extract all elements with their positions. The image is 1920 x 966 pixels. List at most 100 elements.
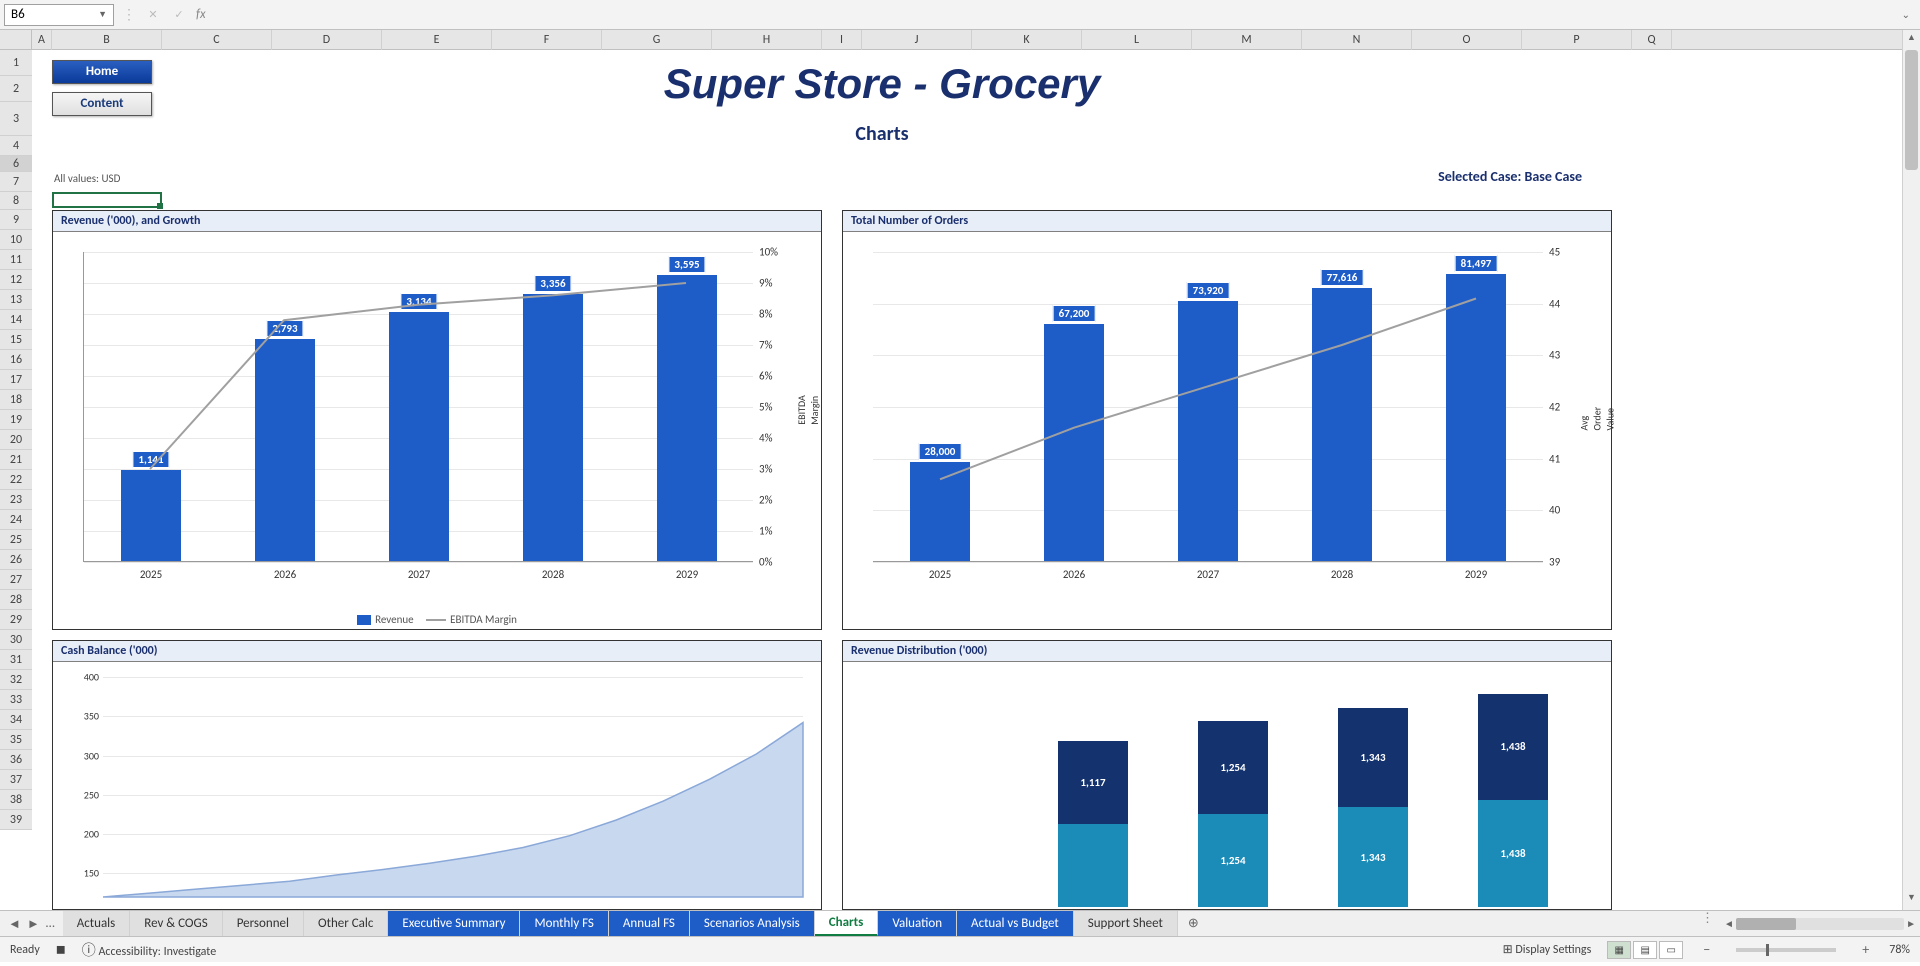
column-header[interactable]: B bbox=[52, 30, 162, 50]
accessibility-status[interactable]: ⓘ Accessibility: Investigate bbox=[82, 940, 216, 960]
tab-first-icon[interactable]: ◄ bbox=[8, 916, 21, 932]
sheet-tab[interactable]: Actuals bbox=[63, 911, 131, 936]
row-header[interactable]: 10 bbox=[0, 230, 32, 250]
row-header[interactable]: 29 bbox=[0, 610, 32, 630]
row-header[interactable]: 32 bbox=[0, 670, 32, 690]
column-header[interactable]: J bbox=[862, 30, 972, 50]
row-header[interactable]: 18 bbox=[0, 390, 32, 410]
page-break-button[interactable]: ▭ bbox=[1659, 941, 1683, 959]
row-header[interactable]: 34 bbox=[0, 710, 32, 730]
sheet-tab[interactable]: Annual FS bbox=[609, 911, 690, 936]
axis-tick: 2026 bbox=[274, 568, 296, 581]
scroll-right-icon[interactable]: ► bbox=[1906, 917, 1916, 930]
column-header[interactable]: E bbox=[382, 30, 492, 50]
normal-view-button[interactable]: ▦ bbox=[1607, 941, 1631, 959]
row-header[interactable]: 6 bbox=[0, 156, 32, 172]
row-header[interactable]: 17 bbox=[0, 370, 32, 390]
scroll-up-icon[interactable]: ▲ bbox=[1903, 32, 1920, 48]
row-header[interactable]: 1 bbox=[0, 50, 32, 76]
row-header[interactable]: 22 bbox=[0, 470, 32, 490]
row-header[interactable]: 19 bbox=[0, 410, 32, 430]
display-settings[interactable]: ⊞ Display Settings bbox=[1503, 942, 1592, 957]
home-button[interactable]: Home bbox=[52, 60, 152, 84]
row-header[interactable]: 14 bbox=[0, 310, 32, 330]
sheet-tab[interactable]: Charts bbox=[815, 911, 879, 936]
column-header[interactable]: I bbox=[822, 30, 862, 50]
row-header[interactable]: 33 bbox=[0, 690, 32, 710]
row-header[interactable]: 31 bbox=[0, 650, 32, 670]
cancel-icon[interactable]: ✕ bbox=[144, 8, 162, 21]
zoom-level[interactable]: 78% bbox=[1889, 943, 1910, 957]
column-header[interactable]: G bbox=[602, 30, 712, 50]
row-header[interactable]: 28 bbox=[0, 590, 32, 610]
sheet-tab[interactable]: Actual vs Budget bbox=[957, 911, 1074, 936]
name-box-dropdown-icon[interactable]: ▼ bbox=[98, 9, 107, 20]
column-header[interactable]: P bbox=[1522, 30, 1632, 50]
horizontal-scrollbar[interactable]: ◄ ► bbox=[1720, 911, 1920, 936]
zoom-slider[interactable] bbox=[1736, 948, 1836, 952]
name-box[interactable]: B6 ▼ bbox=[4, 4, 114, 26]
column-header[interactable]: C bbox=[162, 30, 272, 50]
page-layout-button[interactable]: ▤ bbox=[1633, 941, 1657, 959]
row-header[interactable]: 37 bbox=[0, 770, 32, 790]
row-header[interactable]: 23 bbox=[0, 490, 32, 510]
scroll-left-icon[interactable]: ◄ bbox=[1724, 917, 1734, 930]
row-header[interactable]: 9 bbox=[0, 210, 32, 230]
row-header[interactable]: 7 bbox=[0, 172, 32, 192]
row-header[interactable]: 35 bbox=[0, 730, 32, 750]
select-all-corner[interactable] bbox=[0, 30, 32, 50]
row-header[interactable]: 38 bbox=[0, 790, 32, 810]
tab-more-icon[interactable]: … bbox=[46, 916, 55, 931]
scroll-down-icon[interactable]: ▼ bbox=[1903, 892, 1920, 908]
column-header[interactable]: N bbox=[1302, 30, 1412, 50]
sheet-tab[interactable]: Executive Summary bbox=[388, 911, 520, 936]
row-header[interactable]: 26 bbox=[0, 550, 32, 570]
row-header[interactable]: 11 bbox=[0, 250, 32, 270]
sheet-tab[interactable]: Rev & COGS bbox=[130, 911, 222, 936]
column-header[interactable]: F bbox=[492, 30, 602, 50]
row-header[interactable]: 12 bbox=[0, 270, 32, 290]
row-header[interactable]: 15 bbox=[0, 330, 32, 350]
scroll-thumb[interactable] bbox=[1905, 50, 1918, 170]
row-header[interactable]: 21 bbox=[0, 450, 32, 470]
sheet-tab[interactable]: Support Sheet bbox=[1074, 911, 1178, 936]
column-header[interactable]: Q bbox=[1632, 30, 1672, 50]
row-header[interactable]: 20 bbox=[0, 430, 32, 450]
confirm-icon[interactable]: ✓ bbox=[170, 8, 188, 21]
row-header[interactable]: 13 bbox=[0, 290, 32, 310]
sheet-tab[interactable]: Personnel bbox=[223, 911, 304, 936]
row-header[interactable]: 4 bbox=[0, 136, 32, 156]
column-header[interactable]: M bbox=[1192, 30, 1302, 50]
sheet-tab[interactable]: Scenarios Analysis bbox=[690, 911, 815, 936]
column-header[interactable]: O bbox=[1412, 30, 1522, 50]
row-header[interactable]: 30 bbox=[0, 630, 32, 650]
column-header[interactable]: D bbox=[272, 30, 382, 50]
row-header[interactable]: 25 bbox=[0, 530, 32, 550]
column-header[interactable]: L bbox=[1082, 30, 1192, 50]
column-header[interactable]: K bbox=[972, 30, 1082, 50]
row-header[interactable]: 36 bbox=[0, 750, 32, 770]
zoom-out-button[interactable]: − bbox=[1699, 941, 1714, 958]
formula-input[interactable] bbox=[214, 4, 1894, 26]
zoom-in-button[interactable]: + bbox=[1858, 941, 1873, 958]
sheet-tab[interactable]: Other Calc bbox=[304, 911, 388, 936]
axis-tick: 250 bbox=[84, 788, 103, 801]
sheet-tab[interactable]: Valuation bbox=[878, 911, 957, 936]
tab-prev-icon[interactable]: ► bbox=[27, 916, 40, 932]
row-header[interactable]: 27 bbox=[0, 570, 32, 590]
row-header[interactable]: 2 bbox=[0, 76, 32, 102]
row-header[interactable]: 39 bbox=[0, 810, 32, 830]
row-header[interactable]: 3 bbox=[0, 102, 32, 136]
row-header[interactable]: 16 bbox=[0, 350, 32, 370]
vertical-scrollbar[interactable]: ▲ ▼ bbox=[1902, 30, 1920, 910]
content-button[interactable]: Content bbox=[52, 92, 152, 116]
row-header[interactable]: 24 bbox=[0, 510, 32, 530]
sheet-tab[interactable]: Monthly FS bbox=[520, 911, 608, 936]
column-header[interactable]: A bbox=[32, 30, 52, 50]
add-sheet-button[interactable]: ⊕ bbox=[1178, 911, 1209, 936]
column-header[interactable]: H bbox=[712, 30, 822, 50]
macro-record-icon[interactable]: ◼ bbox=[56, 942, 66, 957]
row-header[interactable]: 8 bbox=[0, 192, 32, 210]
scroll-thumb[interactable] bbox=[1736, 918, 1796, 930]
formula-expand-icon[interactable]: ⌄ bbox=[1902, 8, 1916, 21]
